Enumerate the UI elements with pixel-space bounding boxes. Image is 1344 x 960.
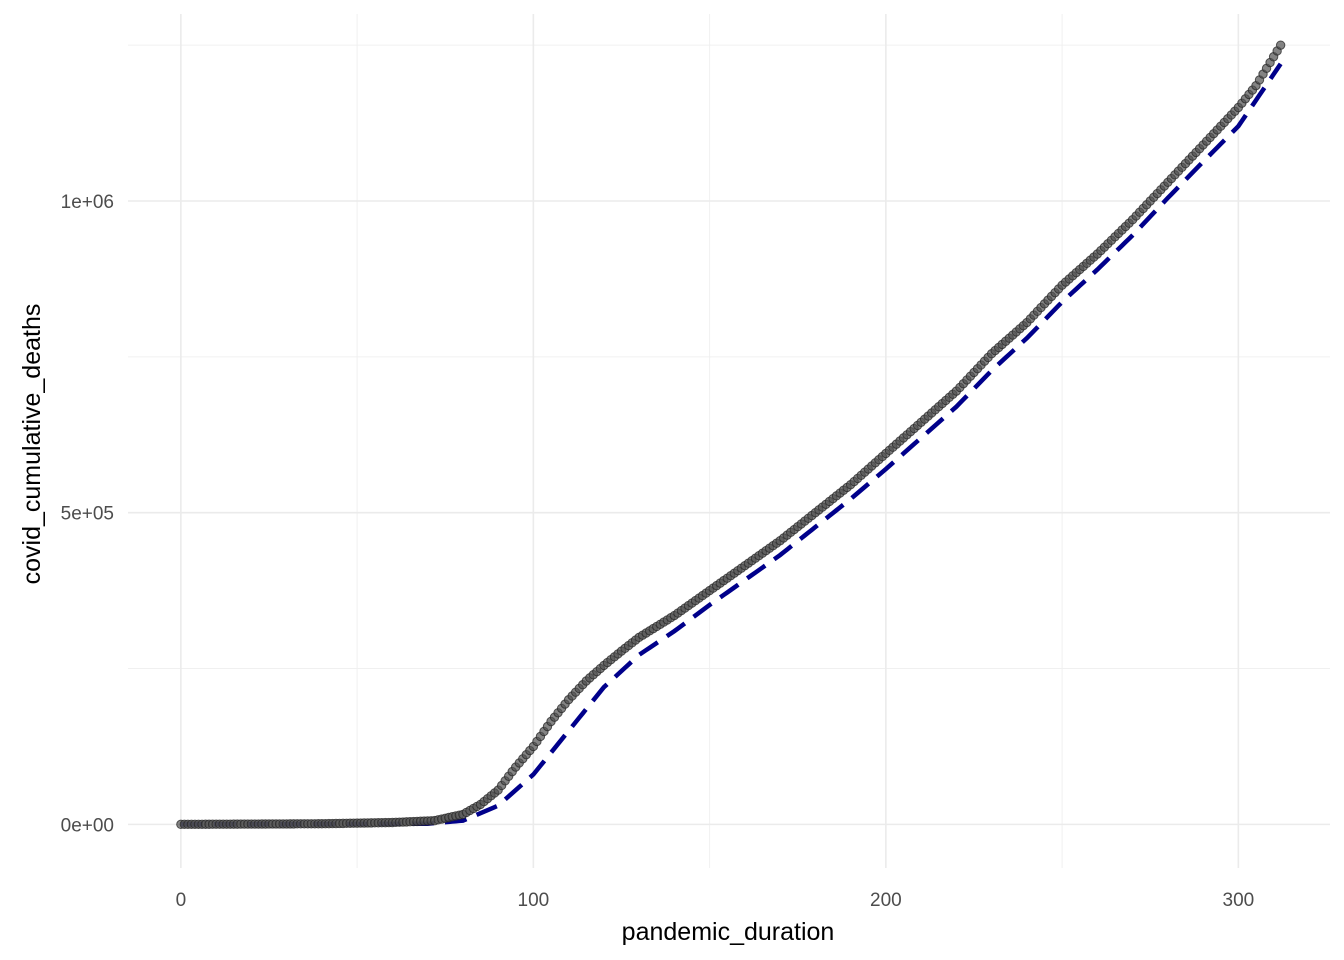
data-point bbox=[1275, 40, 1286, 50]
x-axis-title: pandemic_duration bbox=[622, 918, 835, 946]
x-tick-label: 100 bbox=[518, 890, 550, 911]
fit-line-layer bbox=[180, 62, 1283, 827]
x-tick-label: 300 bbox=[1223, 890, 1255, 911]
y-tick-label: 1e+06 bbox=[61, 192, 114, 213]
data-points bbox=[176, 40, 1286, 830]
y-tick-label: 5e+05 bbox=[61, 504, 114, 525]
x-tick-label: 200 bbox=[870, 890, 902, 911]
gridlines bbox=[128, 14, 1330, 868]
y-axis-title: covid_cumulative_deaths bbox=[18, 304, 46, 585]
y-tick-label: 0e+00 bbox=[61, 815, 114, 836]
x-axis-tick-labels: 0 100 200 300 bbox=[176, 890, 1255, 911]
x-tick-label: 0 bbox=[176, 890, 187, 911]
y-axis-tick-labels: 0e+00 5e+05 1e+06 bbox=[61, 192, 114, 836]
fit-line bbox=[180, 62, 1283, 827]
